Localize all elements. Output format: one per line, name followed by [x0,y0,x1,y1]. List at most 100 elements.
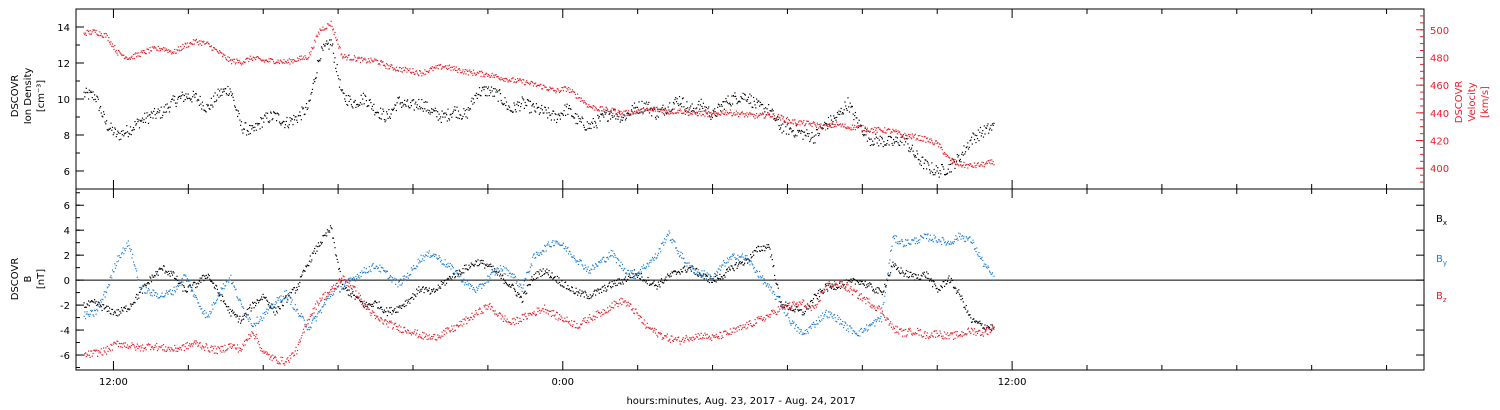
bx-point [448,278,450,280]
by-point [621,268,623,270]
bx-point [758,246,760,248]
bx-point [181,284,183,286]
bx-point [276,310,278,312]
bx-point [508,285,510,287]
density-point [673,103,675,105]
bx-point [128,309,130,311]
density-point [127,136,129,138]
density-point [448,118,450,120]
density-point [514,109,516,111]
density-point [381,113,383,115]
bx-point [401,304,403,306]
density-tick-label: 8 [64,131,70,142]
velocity-point [942,152,944,154]
by-point [261,319,263,322]
bx-point [514,289,516,291]
bx-point [856,279,858,282]
density-point [465,116,467,118]
by-point [471,284,473,287]
density-point [99,107,101,109]
velocity-point [684,113,686,115]
by-point [398,280,400,282]
density-point [847,97,849,99]
velocity-point [474,73,476,75]
velocity-point [915,139,917,141]
density-point [820,127,822,129]
velocity-point [666,109,668,111]
velocity-point [793,119,795,121]
bx-point [664,278,666,280]
density-point [491,90,493,92]
density-point [415,101,417,103]
by-point [735,258,737,260]
by-point [447,262,449,264]
density-point [414,103,416,105]
by-point [364,271,366,273]
density-point [687,107,689,109]
by-point [603,256,605,258]
density-point [982,136,985,138]
velocity-point [441,67,443,69]
density-point [774,120,776,122]
velocity-point [903,137,905,139]
velocity-point [750,113,752,115]
density-point [742,92,744,94]
density-point [306,108,308,110]
by-point [738,259,740,261]
velocity-point [958,161,961,163]
by-point [284,290,286,292]
velocity-point [237,62,239,64]
velocity-point [191,42,193,45]
velocity-point [215,48,217,50]
by-point [958,236,961,238]
by-point [530,263,532,265]
velocity-point [334,31,336,34]
bx-point [385,311,387,313]
bx-point [803,314,805,316]
by-point [103,291,105,293]
by-point [267,312,269,314]
bx-point [442,281,444,284]
bx-point [754,250,756,252]
velocity-point [615,112,618,115]
bx-point [177,283,179,285]
velocity-point [844,123,846,125]
by-point [963,236,965,238]
velocity-point [558,90,560,92]
by-point [234,286,236,288]
bx-point [875,291,877,293]
bx-point [552,278,554,280]
density-point [497,100,499,102]
by-point [514,275,516,278]
bx-point [207,276,209,278]
bx-point [310,261,312,263]
data-points [83,20,995,366]
by-point [265,311,267,313]
bx-point [421,288,423,290]
by-point [455,270,457,272]
by-point [162,296,164,298]
by-point [273,306,275,308]
bx-point [416,288,418,290]
density-point [690,110,692,112]
density-point [147,122,150,124]
density-point [406,100,408,102]
by-point [871,324,873,326]
by-point [152,289,154,291]
velocity-point [454,68,456,70]
density-point [772,110,774,112]
velocity-point [91,31,93,33]
density-point [290,118,293,120]
by-point [192,295,194,297]
by-point [236,296,238,298]
bx-point [986,325,988,327]
bx-point [191,289,193,291]
density-point [484,86,486,88]
density-point [705,106,707,108]
bx-point [568,288,570,290]
velocity-point [264,61,266,63]
velocity-point [265,59,267,61]
bx-point [478,263,481,265]
bfield-tick-label: 6 [64,201,70,212]
by-point [523,284,525,286]
